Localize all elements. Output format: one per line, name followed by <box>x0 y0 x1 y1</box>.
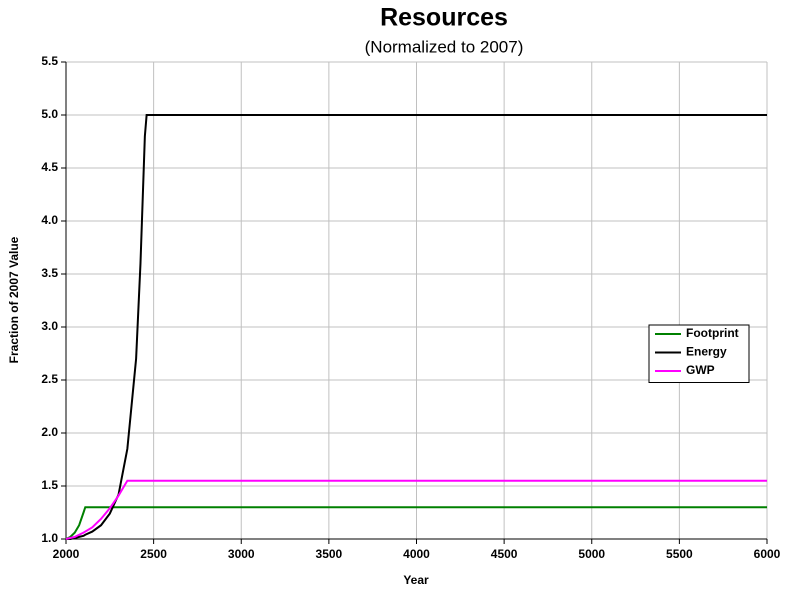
x-tick-label: 4500 <box>491 547 518 561</box>
y-tick-label: 5.5 <box>41 54 58 68</box>
legend-label: Energy <box>686 345 727 359</box>
x-axis-label: Year <box>403 573 429 587</box>
x-tick-label: 3000 <box>228 547 255 561</box>
y-tick-label: 5.0 <box>41 107 58 121</box>
series-line <box>66 114 767 540</box>
y-tick-label: 2.0 <box>41 425 58 439</box>
y-tick-label: 3.5 <box>41 266 58 280</box>
y-axis-label: Fraction of 2007 Value <box>7 236 21 363</box>
y-tick-label: 3.0 <box>41 319 58 333</box>
x-tick-label: 4000 <box>403 547 430 561</box>
legend-label: Footprint <box>686 326 739 340</box>
x-tick-label: 5000 <box>578 547 605 561</box>
y-tick-label: 4.5 <box>41 160 58 174</box>
series-line <box>65 479 767 540</box>
x-tick-label: 6000 <box>754 547 781 561</box>
x-tick-label: 2500 <box>140 547 167 561</box>
x-tick-label: 5500 <box>666 547 693 561</box>
chart-subtitle: (Normalized to 2007) <box>365 37 524 56</box>
y-tick-label: 1.5 <box>41 478 58 492</box>
y-tick-label: 4.0 <box>41 213 58 227</box>
x-tick-label: 2000 <box>53 547 80 561</box>
y-tick-label: 2.5 <box>41 372 58 386</box>
chart-title: Resources <box>380 4 508 32</box>
y-tick-label: 1.0 <box>41 531 58 545</box>
legend-label: GWP <box>686 363 715 377</box>
x-tick-label: 3500 <box>316 547 343 561</box>
